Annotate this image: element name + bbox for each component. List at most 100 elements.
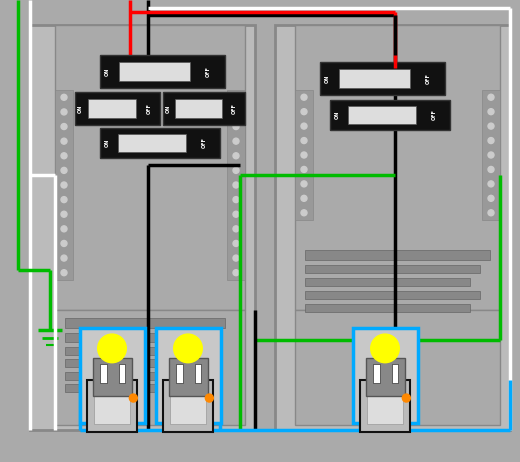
Bar [392,364,398,383]
Bar [330,100,450,130]
Bar [305,278,470,286]
Bar [75,92,160,125]
Circle shape [61,123,67,129]
Circle shape [488,181,494,187]
Circle shape [233,226,239,232]
Bar [275,25,510,430]
Bar [305,250,490,260]
Bar [65,359,215,367]
Circle shape [233,123,239,129]
Bar [30,25,255,430]
Circle shape [301,123,307,129]
Text: OFF: OFF [202,138,207,148]
Circle shape [488,195,494,201]
Bar [65,333,215,342]
Circle shape [233,255,239,261]
Bar [119,364,125,383]
Bar [305,265,480,273]
Text: OFF: OFF [206,66,211,77]
Bar [348,106,417,124]
Bar [339,68,410,88]
Circle shape [61,197,67,203]
Circle shape [61,138,67,144]
Bar [65,372,205,380]
Bar [367,388,403,424]
Bar [87,380,137,432]
Bar [55,310,245,425]
Bar [176,364,183,383]
Circle shape [61,211,67,217]
Text: OFF: OFF [432,109,437,121]
Circle shape [301,138,307,144]
Circle shape [61,182,67,188]
Bar [295,90,313,220]
Bar [65,318,225,328]
Circle shape [488,138,494,144]
Bar [100,55,225,88]
Circle shape [98,334,126,363]
Circle shape [301,94,307,100]
Circle shape [402,394,410,402]
Bar [295,25,500,310]
Bar [194,364,201,383]
Circle shape [61,255,67,261]
Text: ON: ON [165,104,171,113]
Circle shape [233,153,239,159]
Bar [360,380,410,432]
Bar [100,128,220,158]
Text: ON: ON [105,139,110,147]
Text: ON: ON [105,67,110,76]
Circle shape [488,94,494,100]
Circle shape [61,240,67,246]
Text: ON: ON [77,104,83,113]
Bar [305,304,470,312]
Bar [88,98,136,118]
Circle shape [233,270,239,276]
Bar [55,90,73,280]
Circle shape [301,109,307,115]
Circle shape [301,181,307,187]
Circle shape [488,166,494,172]
Bar [80,328,145,423]
Text: OFF: OFF [426,73,431,84]
Circle shape [233,211,239,217]
Circle shape [488,210,494,216]
Circle shape [61,226,67,232]
Circle shape [233,138,239,144]
Bar [168,358,207,396]
Text: OFF: OFF [232,103,237,114]
Circle shape [233,94,239,100]
Bar [93,358,132,396]
Circle shape [61,153,67,159]
Circle shape [301,195,307,201]
Circle shape [174,334,202,363]
Bar [65,384,195,392]
Circle shape [61,109,67,115]
Bar [482,90,500,220]
Bar [155,328,220,423]
Circle shape [301,166,307,172]
Circle shape [233,197,239,203]
Text: OFF: OFF [147,103,151,114]
Circle shape [61,270,67,276]
Text: ON: ON [325,74,330,83]
Circle shape [488,152,494,158]
Bar [366,358,405,396]
Bar [118,134,186,152]
Bar [175,98,222,118]
Bar [94,388,130,424]
Circle shape [233,240,239,246]
Bar [353,328,418,423]
Bar [163,92,245,125]
Bar [65,347,205,355]
Bar [295,310,500,425]
Circle shape [371,334,399,363]
Circle shape [301,152,307,158]
Circle shape [61,94,67,100]
Bar [373,364,380,383]
Text: ON: ON [335,111,340,119]
Circle shape [233,182,239,188]
Circle shape [61,167,67,173]
Bar [320,62,445,95]
Bar [100,364,107,383]
